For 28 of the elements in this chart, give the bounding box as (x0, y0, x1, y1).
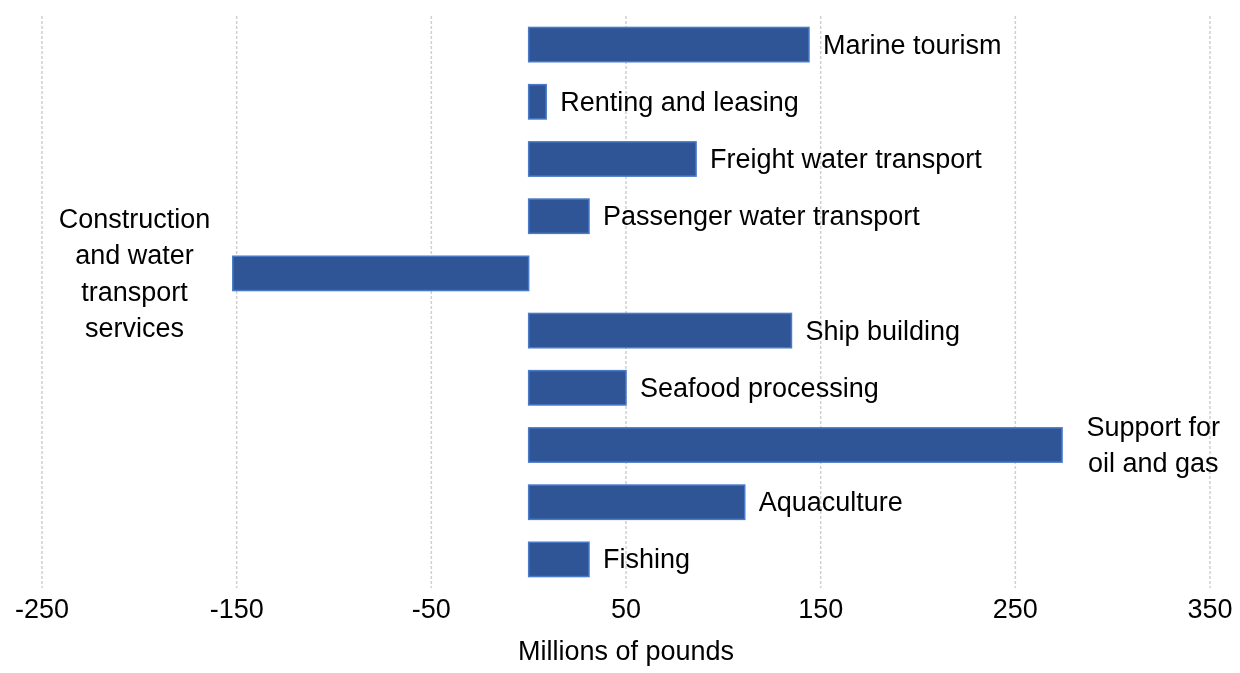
y-tick-label: Support for oil and gas (1086, 411, 1221, 479)
bar (527, 198, 590, 235)
bar (527, 312, 793, 349)
y-tick-label: Passenger water transport (603, 201, 921, 232)
bar (527, 26, 810, 63)
y-tick-label: Seafood processing (640, 372, 879, 403)
y-tick-label: Construction and water transport services (58, 203, 211, 344)
x-tick-label: 350 (1187, 594, 1233, 624)
y-tick-label: Aquaculture (758, 487, 903, 518)
x-axis-title: Millions of pounds (517, 636, 735, 666)
bar (232, 255, 530, 292)
bar (527, 369, 627, 406)
x-tick-label: -50 (411, 594, 451, 624)
bar (527, 141, 697, 177)
bar (527, 484, 746, 521)
y-tick-label: Ship building (805, 315, 961, 346)
y-tick-label: Freight water transport (710, 144, 983, 174)
y-tick-label: Marine tourism (822, 29, 1002, 60)
x-tick-label: 250 (992, 594, 1038, 624)
bar (527, 83, 547, 120)
y-tick-label: Renting and leasing (560, 86, 799, 117)
bar (527, 427, 1063, 463)
x-tick-label: 150 (798, 594, 844, 624)
x-tick-label: -250 (14, 594, 70, 624)
x-tick-label: 50 (610, 594, 642, 624)
x-tick-label: -150 (209, 594, 264, 624)
y-tick-label: Fishing (603, 544, 691, 575)
bar (527, 541, 590, 578)
